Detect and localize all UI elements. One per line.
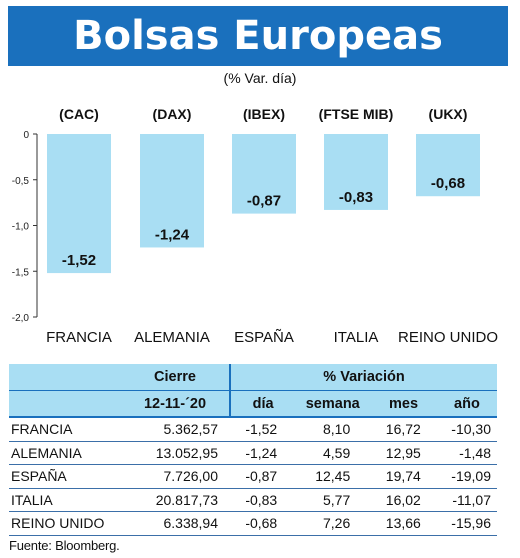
bar-italia — [324, 134, 388, 210]
index-label: (UKX) — [429, 106, 468, 122]
row-cierre: 7.726,00 — [121, 464, 230, 489]
table-corner-2 — [9, 390, 121, 418]
table-row: REINO UNIDO 6.338,94 -0,68 7,26 13,66 -1… — [9, 511, 497, 536]
row-semana: 4,59 — [295, 441, 371, 465]
row-mes: 13,66 — [370, 511, 437, 536]
row-cierre: 20.817,73 — [121, 488, 230, 512]
row-ano: -10,30 — [436, 417, 497, 442]
row-name: FRANCIA — [9, 417, 121, 442]
row-mes: 16,72 — [370, 417, 437, 442]
value-label: -0,87 — [247, 193, 281, 210]
category-label: FRANCIA — [46, 329, 112, 346]
row-dia: -0,83 — [230, 488, 296, 512]
row-mes: 19,74 — [370, 464, 437, 489]
header-cierre: Cierre — [121, 364, 230, 391]
category-label: ESPAÑA — [234, 329, 294, 346]
row-mes: 16,02 — [370, 488, 437, 512]
row-mes: 12,95 — [370, 441, 437, 465]
value-label: -0,68 — [431, 175, 465, 192]
row-dia: -0,87 — [230, 464, 296, 489]
title-banner: Bolsas Europeas — [8, 6, 508, 66]
table-row: FRANCIA 5.362,57 -1,52 8,10 16,72 -10,30 — [9, 417, 497, 442]
source-note: Fuente: Bloomberg. — [9, 538, 120, 553]
row-ano: -19,09 — [436, 464, 497, 489]
row-name: REINO UNIDO — [9, 511, 121, 536]
row-name: ALEMANIA — [9, 441, 121, 465]
header-variacion: % Variación — [229, 364, 497, 391]
index-label: (CAC) — [59, 106, 99, 122]
row-name: ITALIA — [9, 488, 121, 512]
value-label: -1,52 — [62, 252, 96, 269]
bar-alemania — [140, 134, 204, 248]
header-semana: semana — [295, 390, 371, 418]
bar-reino-unido — [416, 134, 480, 197]
y-tick-label: 0 — [23, 130, 29, 141]
y-tick-label: -1,0 — [12, 222, 30, 233]
y-tick-label: -1,5 — [12, 267, 30, 278]
chart-subtitle: (% Var. día) — [223, 70, 297, 86]
data-table: Cierre % Variación 12-11-´20 día semana … — [9, 364, 497, 536]
y-tick-label: -2,0 — [12, 313, 30, 324]
category-label: REINO UNIDO — [398, 329, 498, 346]
row-cierre: 5.362,57 — [121, 417, 230, 442]
row-dia: -1,24 — [230, 441, 296, 465]
bar-españa — [232, 134, 296, 214]
table-row: ALEMANIA 13.052,95 -1,24 4,59 12,95 -1,4… — [9, 441, 497, 465]
bar-francia — [47, 134, 111, 274]
category-label: ALEMANIA — [134, 329, 210, 346]
row-name: ESPAÑA — [9, 464, 121, 489]
value-label: -0,83 — [339, 189, 373, 206]
table-row: ESPAÑA 7.726,00 -0,87 12,45 19,74 -19,09 — [9, 464, 497, 489]
row-ano: -15,96 — [436, 511, 497, 536]
table-row: ITALIA 20.817,73 -0,83 5,77 16,02 -11,07 — [9, 488, 497, 512]
header-mes: mes — [370, 390, 437, 418]
row-cierre: 6.338,94 — [121, 511, 230, 536]
bar-chart: 0 -0,5 -1,0 -1,5 -2,0 -1,52 (CAC) FRANCIA -1,24 (… — [12, 106, 498, 346]
page-title: Bolsas Europeas — [73, 13, 443, 59]
row-semana: 7,26 — [295, 511, 371, 536]
row-semana: 8,10 — [295, 417, 371, 442]
y-tick-label: -0,5 — [12, 176, 30, 187]
index-label: (FTSE MIB) — [319, 106, 394, 122]
row-semana: 5,77 — [295, 488, 371, 512]
value-label: -1,24 — [155, 226, 190, 243]
index-label: (DAX) — [153, 106, 192, 122]
row-cierre: 13.052,95 — [121, 441, 230, 465]
row-ano: -11,07 — [436, 488, 497, 512]
row-ano: -1,48 — [436, 441, 497, 465]
row-semana: 12,45 — [295, 464, 371, 489]
row-dia: -1,52 — [230, 417, 296, 442]
category-label: ITALIA — [334, 329, 379, 346]
header-dia: día — [228, 390, 296, 418]
header-ano: año — [436, 390, 497, 418]
index-label: (IBEX) — [243, 106, 285, 122]
table-corner — [9, 364, 121, 391]
row-dia: -0,68 — [230, 511, 296, 536]
header-date: 12-11-´20 — [121, 390, 230, 418]
